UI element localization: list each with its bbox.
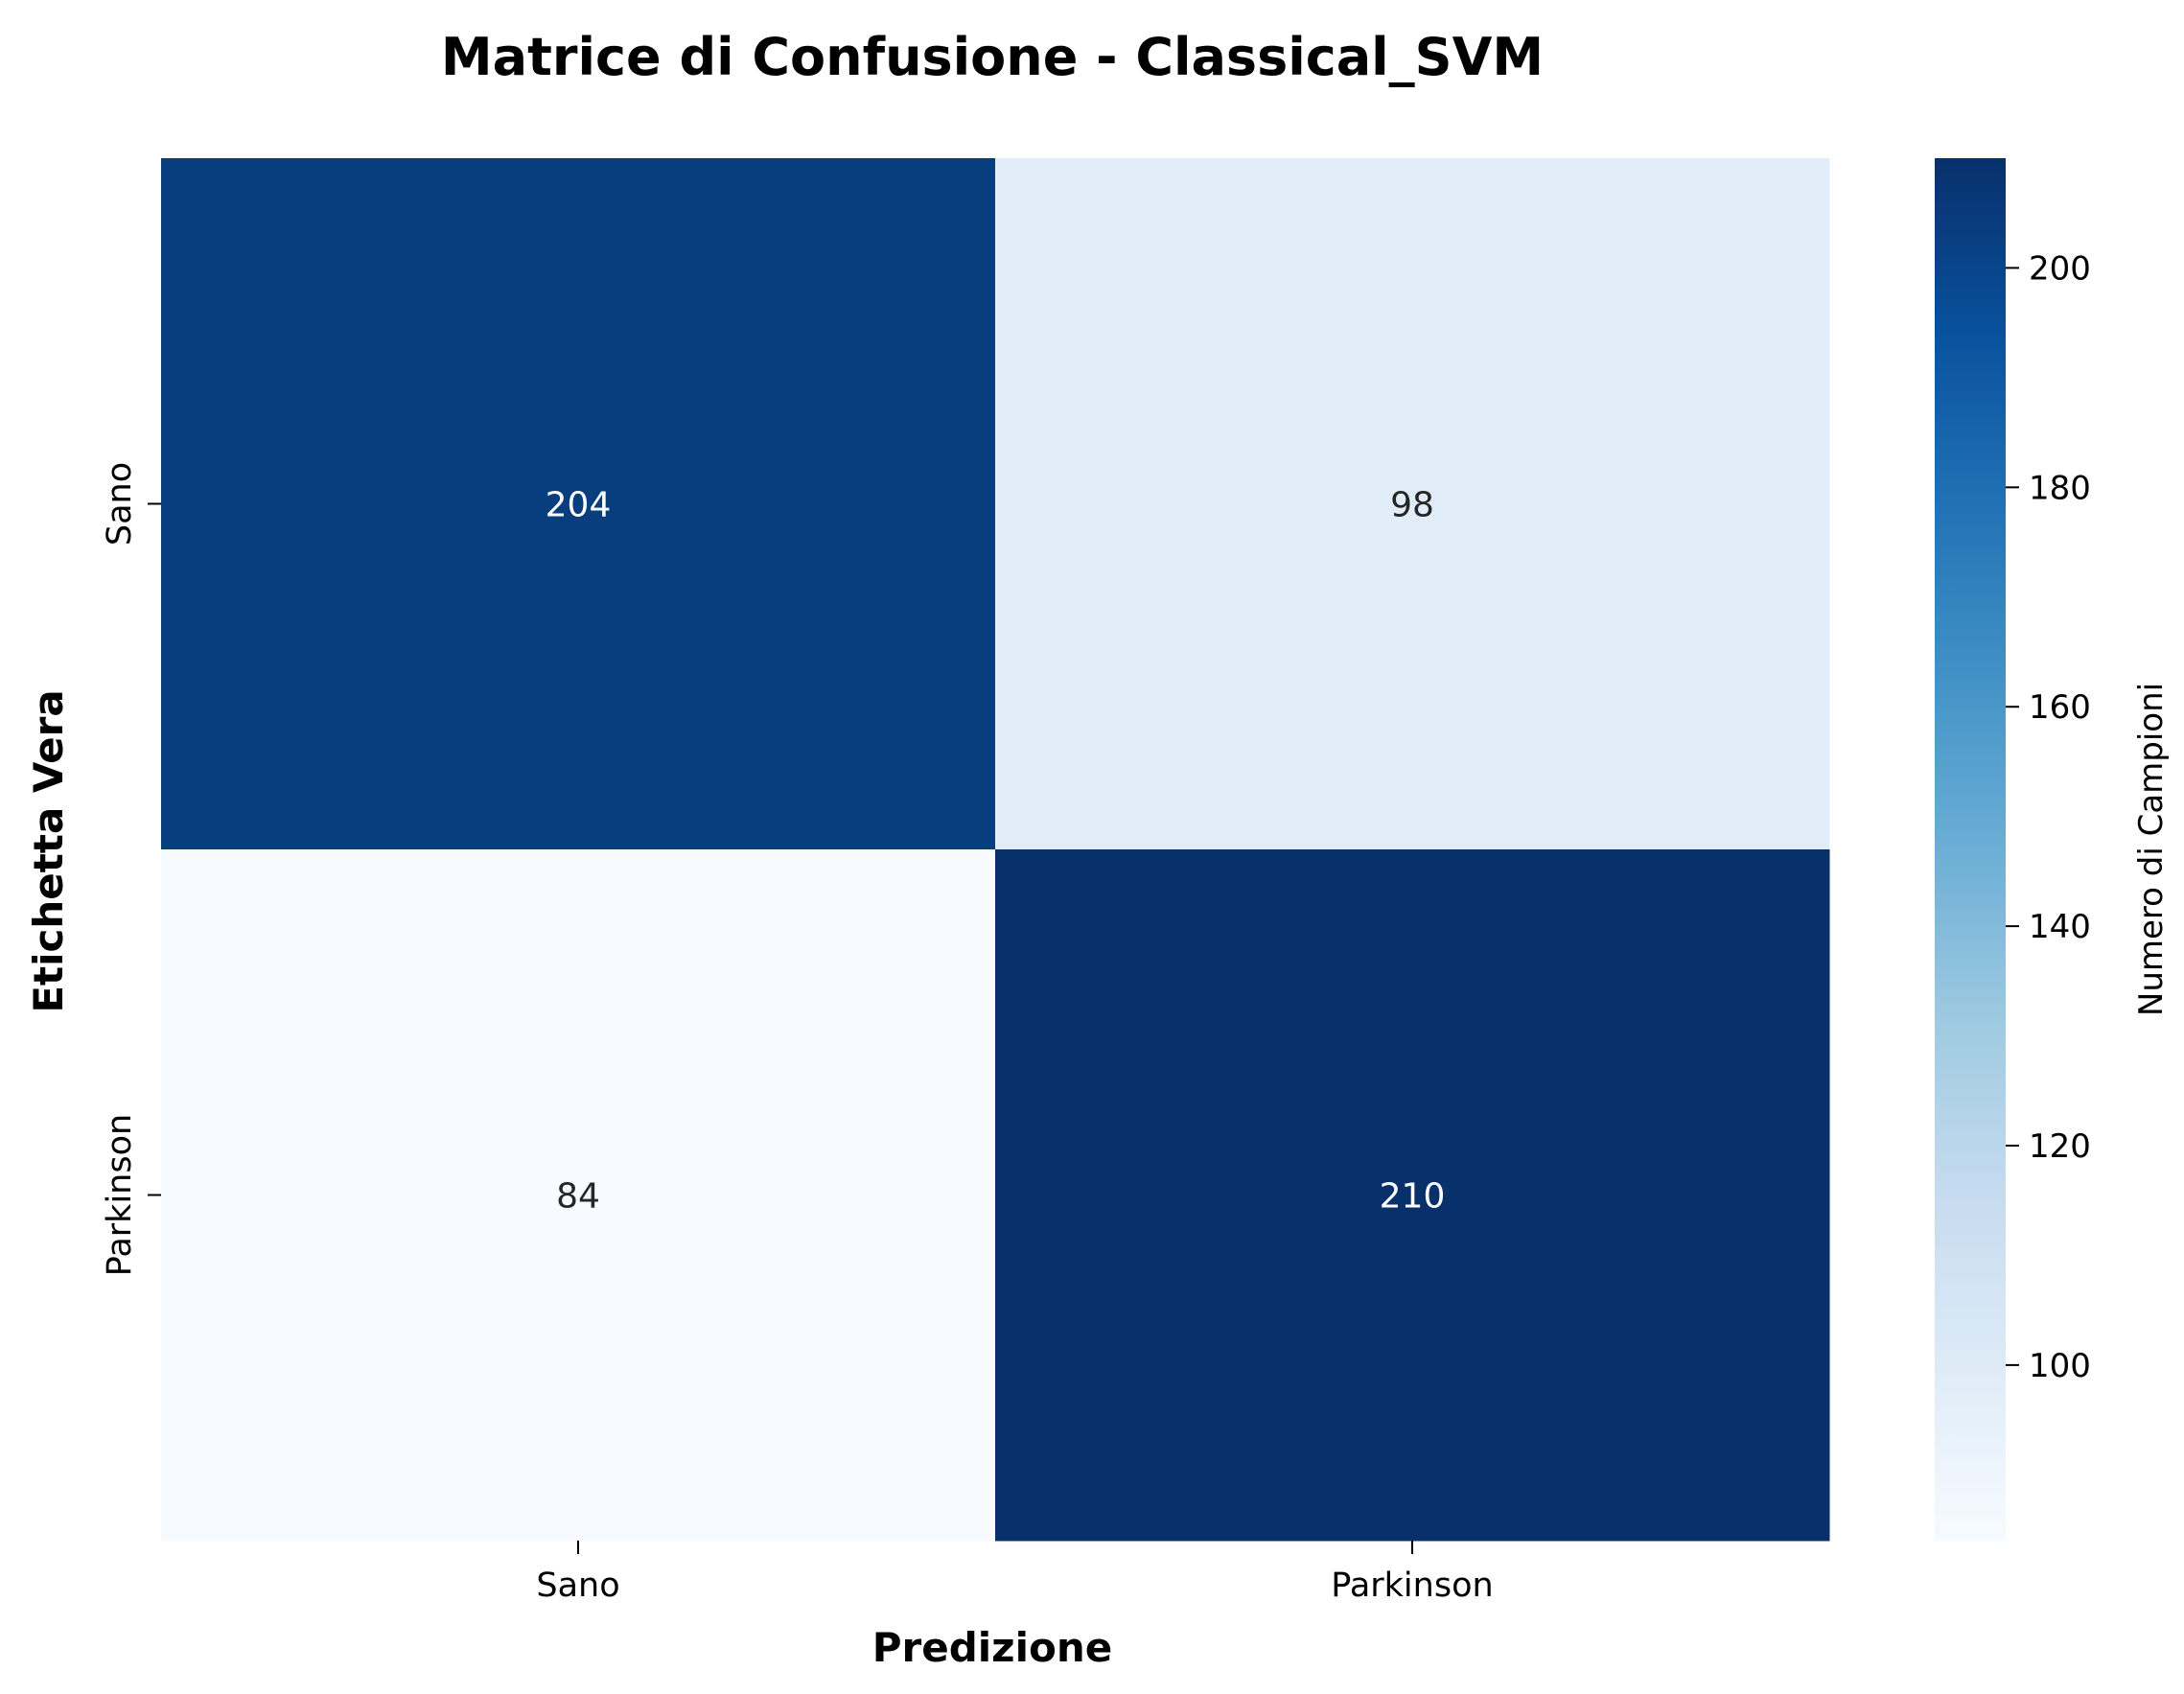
cell-value-label: 210 bbox=[1380, 1177, 1446, 1217]
colorbar-tick-label: 140 bbox=[2029, 908, 2091, 946]
colorbar-label: Numero di Campioni bbox=[2132, 683, 2171, 1016]
y-axis-label: Etichetta Vera bbox=[25, 689, 72, 1012]
heatmap-cell bbox=[995, 849, 1830, 1542]
colorbar-tick-label: 100 bbox=[2029, 1347, 2091, 1385]
cell-value-label: 98 bbox=[1390, 486, 1434, 525]
colorbar-ticks: 100 120 140 160 180 200 bbox=[2006, 249, 2091, 1385]
colorbar-tick-label: 120 bbox=[2029, 1127, 2091, 1166]
heatmap-cell-labels: 204 98 84 210 bbox=[546, 486, 1446, 1217]
colorbar-tick-label: 160 bbox=[2029, 688, 2091, 727]
chart-title: Matrice di Confusione - Classical_SVM bbox=[441, 27, 1544, 87]
x-axis-ticks: Sano Parkinson bbox=[536, 1541, 1494, 1605]
y-axis-ticks: Sano Parkinson bbox=[101, 462, 161, 1276]
heatmap-cell bbox=[161, 158, 996, 850]
colorbar bbox=[1935, 158, 2006, 1541]
heatmap-cell bbox=[995, 158, 1830, 850]
cell-value-label: 204 bbox=[546, 486, 612, 525]
colorbar-tick-label: 180 bbox=[2029, 469, 2091, 507]
x-tick-label: Sano bbox=[536, 1566, 619, 1605]
y-tick-label: Parkinson bbox=[101, 1114, 139, 1276]
y-tick-label: Sano bbox=[101, 462, 139, 545]
x-tick-label: Parkinson bbox=[1331, 1566, 1493, 1605]
colorbar-tick-label: 200 bbox=[2029, 249, 2091, 288]
heatmap-cells bbox=[161, 158, 1830, 1542]
cell-value-label: 84 bbox=[556, 1177, 600, 1217]
heatmap-cell bbox=[161, 849, 996, 1542]
x-axis-label: Predizione bbox=[872, 1624, 1113, 1671]
